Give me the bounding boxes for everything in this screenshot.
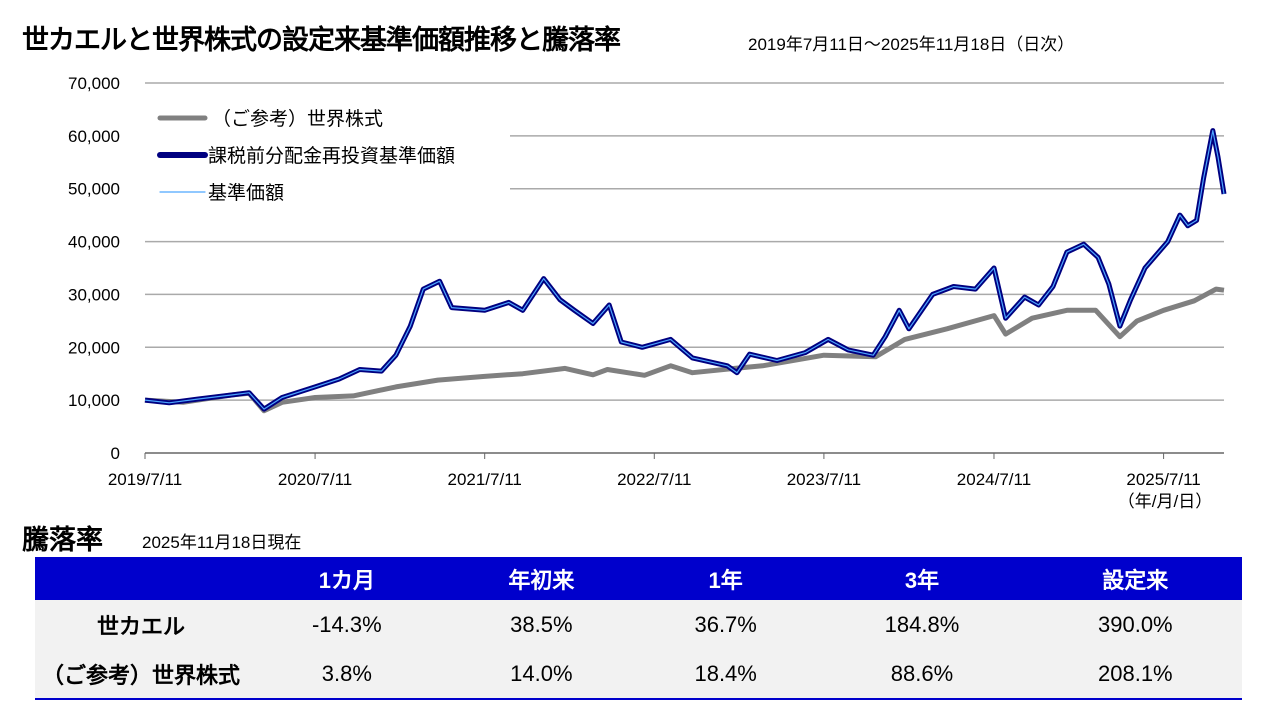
cell: 184.8% bbox=[815, 600, 1029, 649]
x-tick-label: 2019/7/11 bbox=[108, 470, 182, 489]
col-header: 1年 bbox=[636, 557, 816, 600]
cell: 3.8% bbox=[247, 649, 447, 700]
col-header bbox=[35, 557, 247, 600]
returns-table: 1カ月 年初来 1年 3年 設定来 世カエル -14.3% 38.5% 36.7… bbox=[35, 557, 1242, 700]
cell: 14.0% bbox=[446, 649, 637, 700]
page-title: 世カエルと世界株式の設定来基準価額推移と騰落率 bbox=[22, 25, 621, 55]
row-label: 世カエル bbox=[35, 600, 247, 649]
cell: 38.5% bbox=[446, 600, 637, 649]
legend-nav-label: 基準価額 bbox=[208, 182, 284, 204]
cell: 18.4% bbox=[636, 649, 816, 700]
x-tick-label: 2022/7/11 bbox=[617, 470, 691, 489]
x-tick-label: 2023/7/11 bbox=[787, 470, 861, 489]
y-tick-label: 10,000 bbox=[68, 391, 120, 410]
table-row: （ご参考）世界株式 3.8% 14.0% 18.4% 88.6% 208.1% bbox=[35, 649, 1242, 700]
y-tick-label: 20,000 bbox=[68, 338, 120, 357]
y-tick-label: 40,000 bbox=[68, 233, 120, 252]
legend-world-stocks-label: （ご参考）世界株式 bbox=[212, 108, 383, 130]
series-line-nav bbox=[144, 130, 1225, 410]
y-tick-label: 30,000 bbox=[68, 285, 120, 304]
x-tick-label: 2021/7/11 bbox=[447, 470, 521, 489]
x-tick-label: 2024/7/11 bbox=[957, 470, 1031, 489]
y-tick-label: 70,000 bbox=[68, 74, 120, 93]
y-tick-label: 0 bbox=[111, 444, 120, 463]
x-tick-label: 2025/7/11 bbox=[1126, 470, 1200, 489]
legend-reinvested-nav-label: 課税前分配金再投資基準価額 bbox=[208, 145, 455, 167]
chart-period: 2019年7月11日～2025年11月18日（日次） bbox=[748, 35, 1075, 54]
cell: 390.0% bbox=[1028, 600, 1242, 649]
row-label: （ご参考）世界株式 bbox=[35, 649, 247, 700]
col-header: 1カ月 bbox=[247, 557, 447, 600]
cell: 88.6% bbox=[815, 649, 1029, 700]
col-header: 年初来 bbox=[446, 557, 637, 600]
returns-title: 騰落率 bbox=[22, 525, 103, 555]
line-chart: 0 10,000 20,000 30,000 40,000 50,000 60,000 70,… bbox=[68, 74, 1227, 511]
col-header: 設定来 bbox=[1028, 557, 1242, 600]
cell: 208.1% bbox=[1028, 649, 1242, 700]
returns-as-of: 2025年11月18日現在 bbox=[142, 533, 302, 552]
y-tick-label: 60,000 bbox=[68, 127, 120, 146]
cell: -14.3% bbox=[247, 600, 447, 649]
table-row: 世カエル -14.3% 38.5% 36.7% 184.8% 390.0% bbox=[35, 600, 1242, 649]
x-tick-label: 2020/7/11 bbox=[278, 470, 352, 489]
series-line-world-stocks bbox=[144, 286, 1225, 414]
y-tick-label: 50,000 bbox=[68, 180, 120, 199]
x-axis-label: （年/月/日） bbox=[1118, 492, 1212, 511]
col-header: 3年 bbox=[815, 557, 1029, 600]
cell: 36.7% bbox=[636, 600, 816, 649]
